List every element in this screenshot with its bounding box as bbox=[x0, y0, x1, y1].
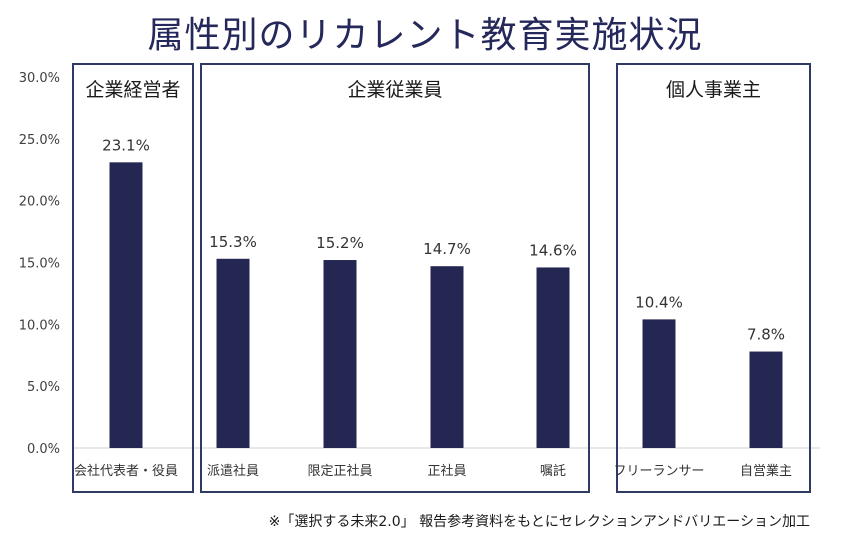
group-label: 企業従業員 bbox=[347, 79, 442, 101]
category-label: 限定正社員 bbox=[307, 463, 372, 479]
category-label: フリーランサー bbox=[613, 464, 704, 479]
category-label: 会社代表者・役員 bbox=[74, 463, 178, 479]
y-tick-label: 10.0% bbox=[19, 318, 60, 333]
y-tick-label: 15.0% bbox=[19, 257, 60, 272]
data-label: 7.8% bbox=[747, 326, 785, 344]
bar bbox=[749, 351, 783, 448]
group-label: 企業経営者 bbox=[85, 79, 180, 101]
group-label: 個人事業主 bbox=[666, 79, 761, 101]
bars bbox=[109, 162, 783, 448]
footnote: ※「選択する未来2.0」 報告参考資料をもとにセレクションアンドバリエーション加… bbox=[268, 514, 810, 530]
data-label: 10.4% bbox=[635, 293, 683, 311]
y-tick-label: 0.0% bbox=[27, 442, 60, 457]
y-tick-label: 25.0% bbox=[19, 133, 60, 148]
bar bbox=[109, 162, 143, 448]
data-label: 15.2% bbox=[316, 234, 364, 252]
chart-title: 属性別のリカレント教育実施状況 bbox=[147, 15, 703, 56]
group-boxes bbox=[72, 63, 811, 493]
data-label: 23.1% bbox=[102, 136, 150, 154]
category-label: 派遣社員 bbox=[207, 463, 259, 479]
bar bbox=[216, 258, 250, 448]
y-tick-label: 30.0% bbox=[19, 71, 60, 86]
data-label: 14.6% bbox=[529, 241, 577, 259]
bar bbox=[323, 260, 357, 448]
bar bbox=[642, 319, 676, 448]
group-box bbox=[616, 63, 811, 493]
y-tick-label: 5.0% bbox=[27, 380, 60, 395]
category-label: 嘱託 bbox=[540, 463, 566, 479]
category-label: 自営業主 bbox=[740, 463, 792, 479]
bar bbox=[536, 267, 570, 448]
labels: 企業経営者 企業従業員 個人事業主 23.1% 会社代表者・役員 15.3% 派遣社員 15.… bbox=[74, 79, 792, 479]
y-tick-label: 20.0% bbox=[19, 195, 60, 210]
data-label: 14.7% bbox=[423, 240, 471, 258]
category-label: 正社員 bbox=[427, 463, 466, 479]
bar bbox=[430, 266, 464, 448]
group-box bbox=[72, 63, 194, 493]
data-label: 15.3% bbox=[209, 233, 257, 251]
group-box bbox=[200, 63, 590, 493]
axis-layer: 0.0% 5.0% 10.0% 15.0% 20.0% 25.0% 30.0% bbox=[19, 71, 820, 457]
